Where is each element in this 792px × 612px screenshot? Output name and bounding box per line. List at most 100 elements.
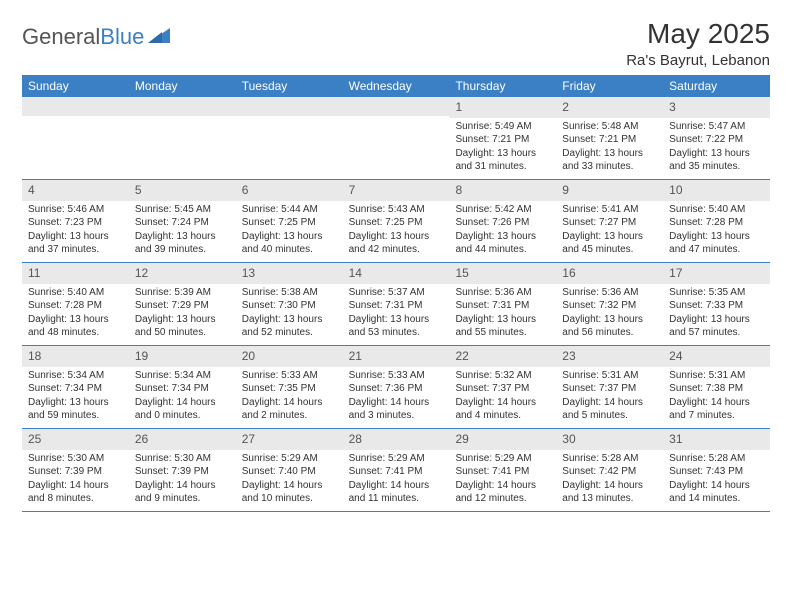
day-cell <box>343 97 450 179</box>
day-line: and 35 minutes. <box>669 160 764 174</box>
day-line: and 9 minutes. <box>135 492 230 506</box>
day-number: 22 <box>455 349 468 363</box>
day-line: Daylight: 14 hours <box>455 479 550 493</box>
weeks-container: 1Sunrise: 5:49 AMSunset: 7:21 PMDaylight… <box>22 97 770 512</box>
day-text: Sunrise: 5:43 AMSunset: 7:25 PMDaylight:… <box>345 203 448 257</box>
day-text: Sunrise: 5:36 AMSunset: 7:32 PMDaylight:… <box>558 286 661 340</box>
day-cell: 16Sunrise: 5:36 AMSunset: 7:32 PMDayligh… <box>556 263 663 345</box>
title-block: May 2025 Ra's Bayrut, Lebanon <box>626 18 770 69</box>
day-line: Sunrise: 5:38 AM <box>242 286 337 300</box>
day-cell: 22 Sunrise: 5:32 AMSunset: 7:37 PMDayligh… <box>449 346 556 428</box>
day-line: Daylight: 13 hours <box>669 147 764 161</box>
day-line: Sunrise: 5:30 AM <box>28 452 123 466</box>
day-cell: 9Sunrise: 5:41 AMSunset: 7:27 PMDaylight… <box>556 180 663 262</box>
day-line: Daylight: 14 hours <box>242 396 337 410</box>
day-number: 15 <box>455 266 468 280</box>
day-text: Sunrise: 5:29 AMSunset: 7:41 PMDaylight:… <box>451 452 554 506</box>
header: GeneralBlue May 2025 Ra's Bayrut, Lebano… <box>22 18 770 69</box>
day-number-wrap: 22 <box>449 346 556 367</box>
day-line: Daylight: 14 hours <box>455 396 550 410</box>
day-text: Sunrise: 5:45 AMSunset: 7:24 PMDaylight:… <box>131 203 234 257</box>
day-line: Sunrise: 5:35 AM <box>669 286 764 300</box>
day-line: Sunrise: 5:36 AM <box>455 286 550 300</box>
day-line: Sunrise: 5:32 AM <box>455 369 550 383</box>
day-number: 13 <box>242 266 255 280</box>
day-line: Daylight: 13 hours <box>135 313 230 327</box>
day-number: 21 <box>349 349 362 363</box>
day-number-wrap: 9 <box>556 180 663 201</box>
day-line: and 2 minutes. <box>242 409 337 423</box>
day-line: Daylight: 13 hours <box>455 313 550 327</box>
day-cell: 14Sunrise: 5:37 AMSunset: 7:31 PMDayligh… <box>343 263 450 345</box>
weekday-thursday: Thursday <box>449 75 556 97</box>
logo: GeneralBlue <box>22 24 170 50</box>
day-number-empty <box>236 97 343 116</box>
day-line: Sunset: 7:35 PM <box>242 382 337 396</box>
day-text: Sunrise: 5:34 AMSunset: 7:34 PMDaylight:… <box>131 369 234 423</box>
day-line: Sunrise: 5:33 AM <box>242 369 337 383</box>
day-number-wrap: 10 <box>663 180 770 201</box>
day-line: and 42 minutes. <box>349 243 444 257</box>
day-line: Sunrise: 5:29 AM <box>455 452 550 466</box>
day-line: Daylight: 13 hours <box>562 147 657 161</box>
day-cell <box>236 97 343 179</box>
day-line: Sunset: 7:34 PM <box>28 382 123 396</box>
day-line: Sunset: 7:38 PM <box>669 382 764 396</box>
day-line: Sunrise: 5:31 AM <box>669 369 764 383</box>
day-line: Sunset: 7:29 PM <box>135 299 230 313</box>
day-line: Sunset: 7:33 PM <box>669 299 764 313</box>
day-number-wrap: 26 <box>129 429 236 450</box>
day-number: 7 <box>349 183 356 197</box>
day-line: and 56 minutes. <box>562 326 657 340</box>
day-number: 6 <box>242 183 249 197</box>
day-cell: 4 Sunrise: 5:46 AMSunset: 7:23 PMDaylight… <box>22 180 129 262</box>
day-line: Sunset: 7:25 PM <box>349 216 444 230</box>
day-line: Sunset: 7:37 PM <box>455 382 550 396</box>
day-cell: 17Sunrise: 5:35 AMSunset: 7:33 PMDayligh… <box>663 263 770 345</box>
day-number: 9 <box>562 183 569 197</box>
day-cell: 31 Sunrise: 5:28 AMSunset: 7:43 PMDayligh… <box>663 429 770 511</box>
day-line: Daylight: 14 hours <box>28 479 123 493</box>
day-line: Sunrise: 5:40 AM <box>669 203 764 217</box>
day-number-wrap: 2 <box>556 97 663 118</box>
day-cell: 23Sunrise: 5:31 AMSunset: 7:37 PMDayligh… <box>556 346 663 428</box>
day-line: and 53 minutes. <box>349 326 444 340</box>
day-number: 24 <box>669 349 682 363</box>
day-number: 31 <box>669 432 682 446</box>
day-number-wrap: 17 <box>663 263 770 284</box>
day-line: Daylight: 13 hours <box>28 313 123 327</box>
day-text: Sunrise: 5:34 AMSunset: 7:34 PMDaylight:… <box>24 369 127 423</box>
day-line: Sunrise: 5:45 AM <box>135 203 230 217</box>
day-line: Sunrise: 5:34 AM <box>28 369 123 383</box>
day-number: 25 <box>28 432 41 446</box>
day-line: Sunrise: 5:29 AM <box>349 452 444 466</box>
day-line: Sunrise: 5:28 AM <box>669 452 764 466</box>
day-line: Sunrise: 5:36 AM <box>562 286 657 300</box>
weekday-saturday: Saturday <box>663 75 770 97</box>
day-number-wrap: 28 <box>343 429 450 450</box>
day-line: Sunset: 7:28 PM <box>28 299 123 313</box>
day-number-wrap: 29 <box>449 429 556 450</box>
day-cell: 8Sunrise: 5:42 AMSunset: 7:26 PMDaylight… <box>449 180 556 262</box>
weekday-friday: Friday <box>556 75 663 97</box>
day-number-wrap: 5 <box>129 180 236 201</box>
day-line: Daylight: 14 hours <box>135 396 230 410</box>
day-line: Daylight: 13 hours <box>349 313 444 327</box>
week-row: 4 Sunrise: 5:46 AMSunset: 7:23 PMDaylight… <box>22 180 770 263</box>
day-number: 1 <box>455 100 462 114</box>
day-cell: 7 Sunrise: 5:43 AMSunset: 7:25 PMDaylight… <box>343 180 450 262</box>
day-number: 17 <box>669 266 682 280</box>
day-cell: 13Sunrise: 5:38 AMSunset: 7:30 PMDayligh… <box>236 263 343 345</box>
day-line: Daylight: 14 hours <box>349 396 444 410</box>
day-line: Daylight: 13 hours <box>28 230 123 244</box>
day-line: Sunset: 7:30 PM <box>242 299 337 313</box>
day-number: 4 <box>28 183 35 197</box>
day-text: Sunrise: 5:46 AMSunset: 7:23 PMDaylight:… <box>24 203 127 257</box>
day-number-wrap: 16 <box>556 263 663 284</box>
day-line: and 39 minutes. <box>135 243 230 257</box>
day-line: and 11 minutes. <box>349 492 444 506</box>
day-line: and 59 minutes. <box>28 409 123 423</box>
day-text: Sunrise: 5:28 AMSunset: 7:43 PMDaylight:… <box>665 452 768 506</box>
day-text: Sunrise: 5:32 AMSunset: 7:37 PMDaylight:… <box>451 369 554 423</box>
day-number: 23 <box>562 349 575 363</box>
